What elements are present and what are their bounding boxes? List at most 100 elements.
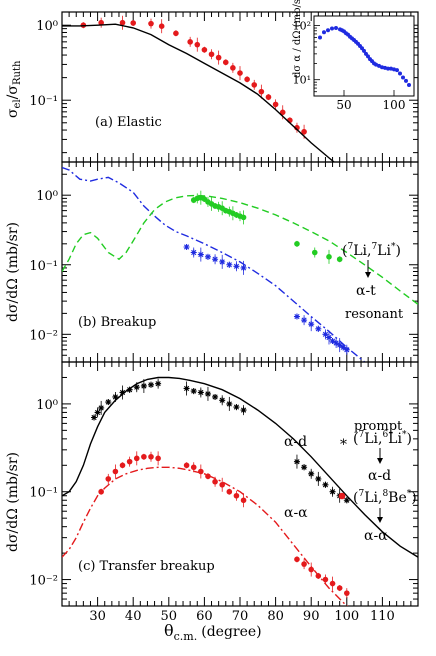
- prompt-label: prompt: [354, 419, 403, 434]
- x-tick-label: 90: [303, 609, 320, 624]
- legend-arrow-head-2: [377, 517, 383, 523]
- breakup-series-1-point: [293, 313, 300, 320]
- transfer-series-0-point: [190, 388, 197, 395]
- transfer-series-0-point: [112, 393, 119, 400]
- transfer-series-0-point: [204, 390, 211, 397]
- transfer-series-0-point: [155, 380, 162, 387]
- transfer-series-1-point: [183, 462, 190, 469]
- inset-series-0-point: [404, 78, 408, 83]
- elastic-series-0-point: [230, 65, 236, 71]
- inset-xtick-label: 100: [383, 98, 406, 112]
- panel-transfer-breakup: 10⁰ 10⁻¹ 10⁻²: [29, 361, 419, 607]
- transfer-series-1-point: [329, 580, 336, 587]
- x-tick-label: 60: [196, 609, 213, 624]
- legend-arrow-head-1: [377, 458, 383, 464]
- elastic-series-0-point: [265, 94, 272, 100]
- elastic-series-1-line: [62, 23, 336, 162]
- transfer-series-1-point: [190, 464, 197, 471]
- elastic-series-0-point: [98, 19, 104, 26]
- transfer-series-1-point: [322, 576, 329, 583]
- x-tick-label: 110: [370, 609, 395, 624]
- elastic-series-0-point: [215, 54, 222, 61]
- transfer-series-0-point: [226, 400, 233, 407]
- transfer-series-1-point: [212, 478, 218, 485]
- transfer-series-0-point: [126, 386, 133, 393]
- panel-elastic: 10⁰ 10⁻¹: [29, 11, 419, 163]
- breakup-series-1-point: [322, 331, 329, 338]
- x-tick-label: 100: [334, 609, 359, 624]
- breakup-series-3-line: [62, 194, 418, 305]
- x-tick-label: 70: [232, 609, 249, 624]
- transfer-series-1-point: [308, 566, 315, 573]
- transfer-series-1-point: [233, 492, 240, 499]
- transfer-series-0-point: [329, 488, 336, 495]
- elastic-ytick-label: 10⁰: [36, 19, 58, 34]
- inset-series-0-point: [318, 35, 322, 40]
- breakup-series-1-point: [183, 243, 190, 250]
- inset-series-0-point: [366, 54, 370, 59]
- transfer-series-1-point: [133, 455, 140, 462]
- inset-series-0-point: [330, 26, 334, 31]
- legend-label-8be: (7Li,8Be*): [353, 489, 417, 506]
- transfer-series-3-line: [62, 466, 349, 606]
- inset-series-0-point: [386, 66, 390, 71]
- breakup-series-1-point: [308, 321, 315, 328]
- transfer-series-0-point: [322, 481, 329, 488]
- elastic-series-0-point: [187, 39, 193, 45]
- x-tick-label: 50: [161, 609, 178, 624]
- transfer-ytick-label: 10⁻²: [29, 574, 58, 589]
- y-axis-label-breakup: dσ/dΩ (mb/sr): [5, 222, 21, 322]
- breakup-series-1-point: [212, 256, 219, 263]
- elastic-series-0-point: [279, 109, 286, 116]
- elastic-series-0-point: [251, 82, 258, 88]
- breakup-series-1-point: [329, 338, 336, 345]
- legend-channel-alpha-d: α-d: [368, 468, 391, 484]
- inset-series-0-point: [380, 65, 384, 70]
- breakup-series-1-point: [226, 261, 233, 268]
- reaction-label-7li: (7Li,7Li*): [342, 242, 401, 259]
- panel-c-label: (c) Transfer breakup: [78, 559, 215, 574]
- transfer-series-1-point: [226, 488, 233, 495]
- transfer-series-0-point: [212, 393, 219, 400]
- resonant-label: resonant: [345, 307, 404, 322]
- transfer-series-0-point: [140, 382, 147, 389]
- legend-channel-alpha-alpha: α-α: [364, 528, 388, 544]
- legend-circle-marker: [338, 492, 346, 500]
- inset-ytick-label: 10²: [293, 20, 311, 33]
- panel-breakup: 10⁰ 10⁻¹ 10⁻²: [29, 161, 419, 363]
- transfer-series-0-point: [148, 381, 154, 388]
- y-axis-label-transfer: dσ/dΩ (mb/sr): [5, 452, 21, 552]
- breakup-series-1-point: [233, 263, 240, 270]
- transfer-series-1-point: [344, 590, 350, 596]
- breakup-series-0-point: [294, 241, 300, 247]
- transfer-series-0-point: [315, 475, 322, 482]
- inset-series-0-point: [392, 67, 396, 72]
- breakup-series-1-point: [315, 325, 322, 332]
- inset-series-0-point: [362, 48, 366, 53]
- breakup-ytick-label: 10⁻¹: [29, 259, 58, 274]
- legend-star-marker: *: [340, 437, 347, 453]
- elastic-series-0-point: [301, 128, 307, 135]
- transfer-series-0-point: [343, 497, 350, 504]
- inset-series-0-point: [334, 26, 338, 31]
- breakup-series-1-point: [326, 334, 332, 341]
- curve-label-alpha-alpha: α-α: [284, 505, 308, 521]
- transfer-series-1-point: [219, 481, 225, 488]
- inset-series-0-point: [395, 68, 399, 73]
- inset-series-0-point: [383, 65, 387, 70]
- inset-series-0-point: [322, 30, 326, 35]
- elastic-series-0-point: [272, 101, 279, 108]
- breakup-series-1-point: [333, 340, 340, 347]
- elastic-series-0-point: [244, 76, 250, 83]
- breakup-series-1-point: [343, 346, 350, 353]
- reaction-arrow-head-b: [365, 272, 371, 278]
- breakup-series-1-point: [301, 317, 308, 324]
- breakup-series-0-point: [311, 249, 318, 256]
- transfer-series-0-point: [219, 397, 226, 404]
- transfer-series-1-point: [141, 453, 147, 460]
- transfer-series-0-point: [98, 404, 105, 411]
- channel-label-alpha-t: α-t: [356, 283, 376, 299]
- inset-series-0-point: [407, 82, 411, 87]
- transfer-series-1-point: [205, 473, 211, 480]
